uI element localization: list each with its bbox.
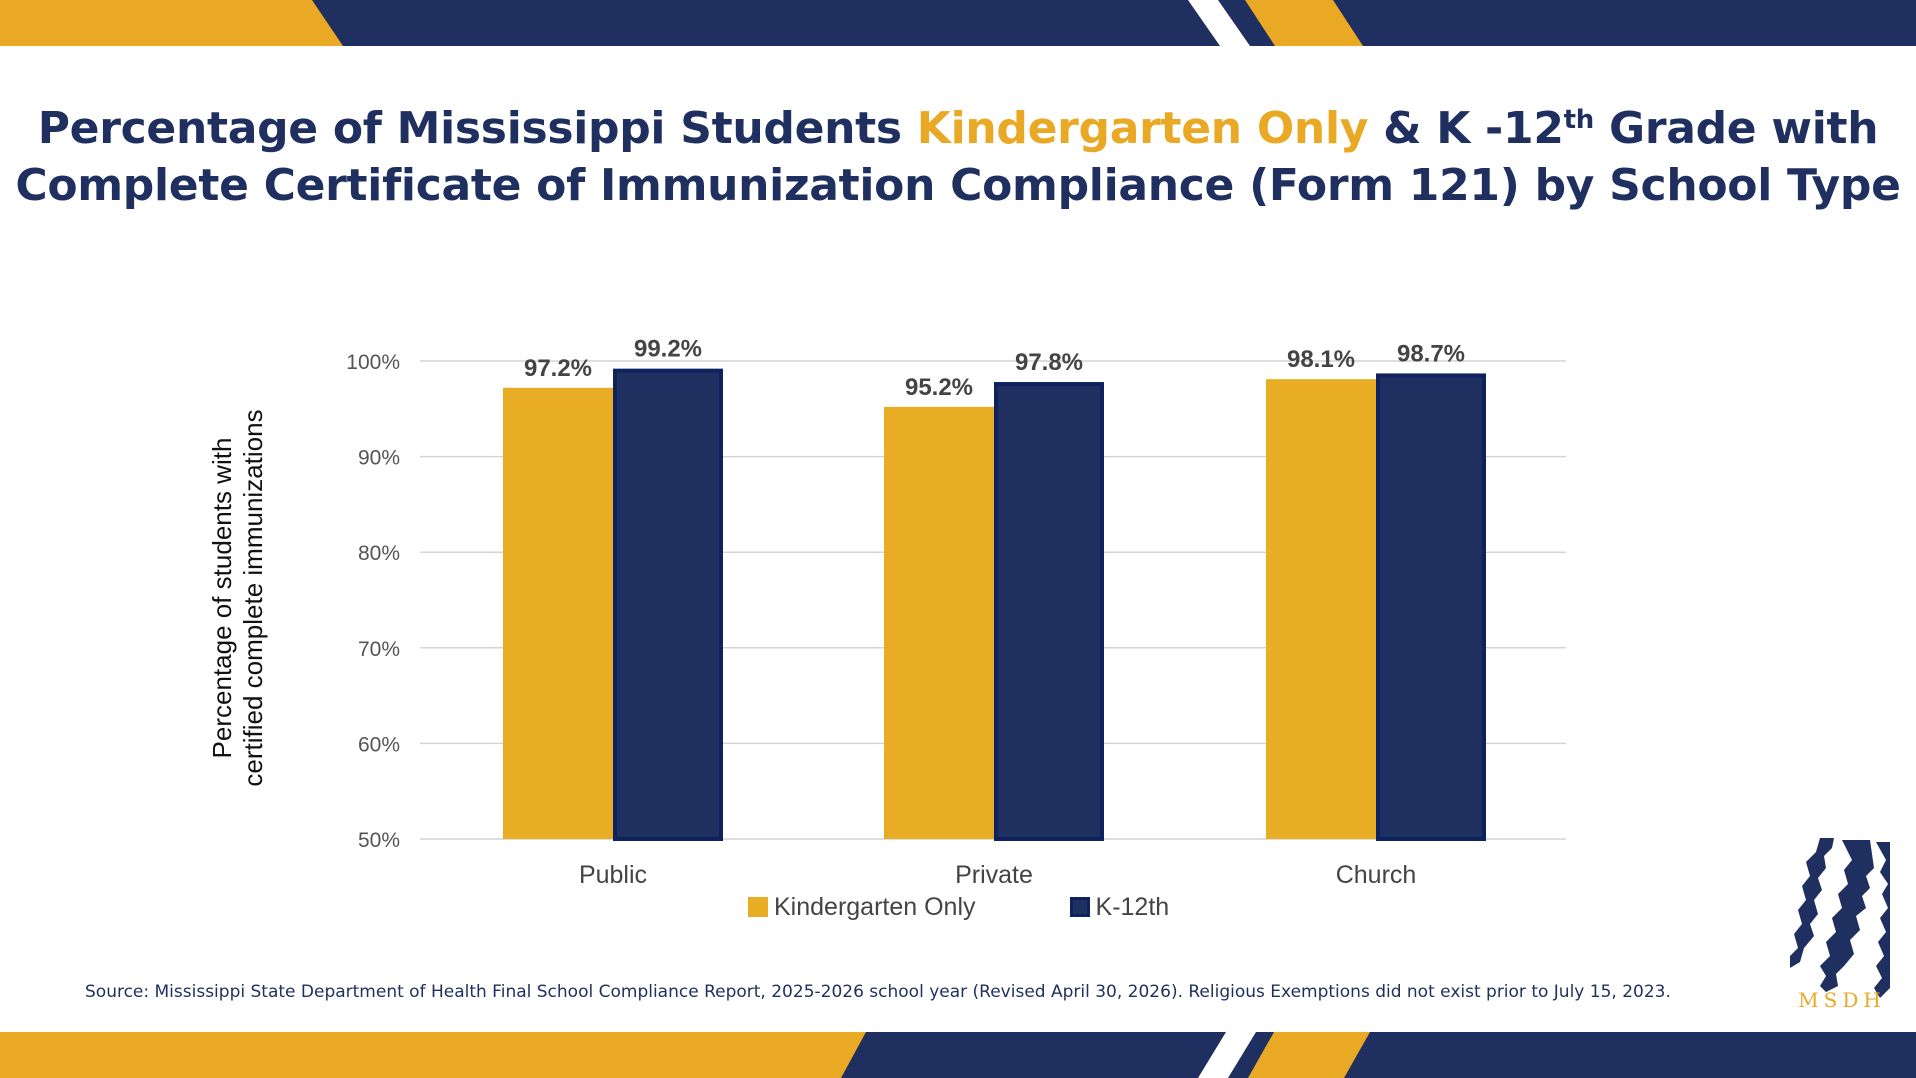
bar-k12 — [994, 382, 1104, 841]
y-tick-label: 80% — [358, 542, 400, 565]
x-tick-label: Church — [1336, 861, 1417, 889]
title-line-2: Complete Certificate of Immunization Com… — [15, 160, 1901, 211]
legend-swatch-kindergarten — [748, 897, 768, 917]
source-note: Source: Mississippi State Department of … — [85, 982, 1671, 1002]
logo-text: MSDH — [1798, 988, 1886, 1012]
data-label: 98.1% — [1287, 346, 1355, 373]
x-tick-label: Private — [955, 861, 1033, 889]
data-label: 97.8% — [1015, 349, 1083, 376]
y-tick-label: 50% — [358, 829, 400, 852]
bar-kindergarten — [503, 387, 613, 839]
bar-kindergarten — [884, 406, 994, 839]
x-tick-label: Public — [579, 861, 647, 889]
y-tick-label: 100% — [346, 351, 400, 374]
msdh-profile-logo-icon — [1790, 838, 1890, 998]
bar-k12 — [1376, 373, 1486, 841]
data-label: 98.7% — [1397, 340, 1465, 367]
legend-label-k12: K-12th — [1095, 892, 1170, 921]
legend: Kindergarten Only K-12th — [748, 890, 1263, 924]
y-tick-label: 90% — [358, 447, 400, 470]
chart-title: Percentage of Mississippi Students Kinde… — [0, 100, 1916, 214]
data-label: 99.2% — [634, 336, 702, 363]
data-label: 97.2% — [524, 355, 592, 382]
title-line-1: Percentage of Mississippi Students Kinde… — [37, 103, 1879, 154]
title-accent: Kindergarten Only — [916, 103, 1369, 154]
bottom-banner — [0, 1032, 1916, 1078]
legend-item-kindergarten: Kindergarten Only — [748, 893, 976, 922]
legend-swatch-k12 — [1069, 897, 1090, 917]
y-tick-label: 70% — [358, 638, 400, 661]
bar-k12 — [613, 368, 723, 841]
y-tick-label: 60% — [358, 733, 400, 756]
top-banner — [0, 0, 1916, 46]
legend-label-kindergarten: Kindergarten Only — [774, 892, 976, 921]
bar-kindergarten — [1266, 379, 1376, 839]
legend-item-k12: K-12th — [1069, 892, 1170, 922]
data-label: 95.2% — [905, 374, 973, 401]
